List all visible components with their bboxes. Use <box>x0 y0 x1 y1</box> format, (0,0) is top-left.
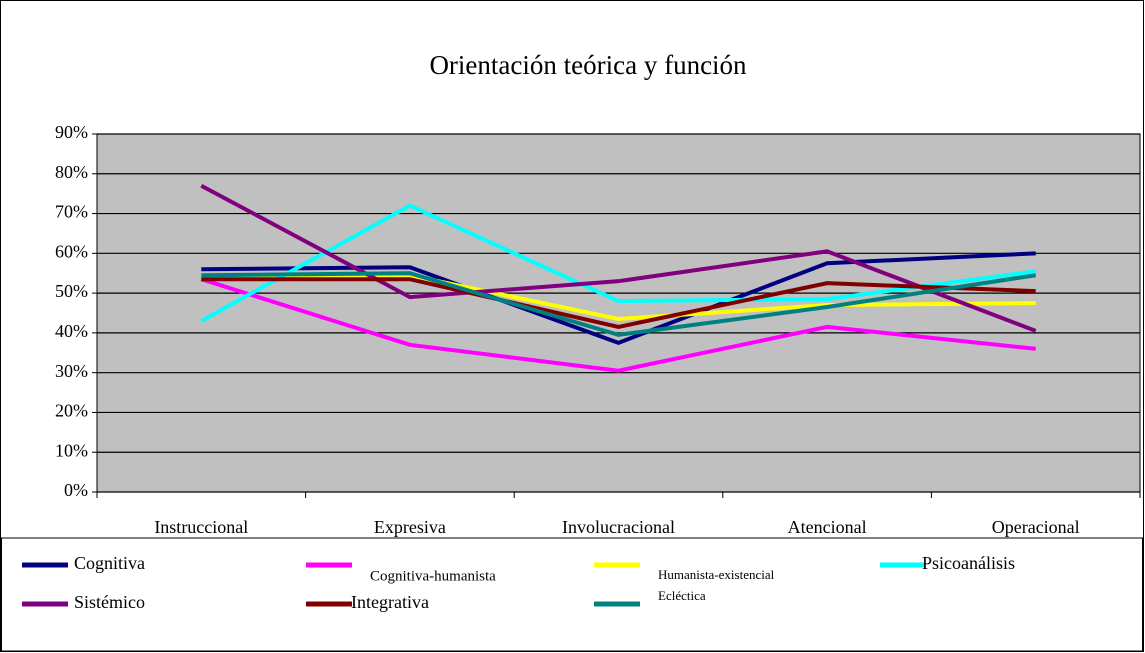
series-line <box>200 277 1036 373</box>
legend-label: Cognitiva <box>74 553 145 573</box>
y-tick-label: 60% <box>55 241 88 261</box>
x-tick-label: Atencional <box>788 517 867 537</box>
x-tick-label: Operacional <box>992 517 1080 537</box>
y-tick-label: 40% <box>55 321 88 341</box>
chart-title: Orientación teórica y función <box>429 50 747 80</box>
x-tick-label: Involucracional <box>562 517 675 537</box>
plot-area <box>96 133 1141 493</box>
x-tick-label: Expresiva <box>374 517 446 537</box>
series-line <box>201 277 1036 329</box>
legend-label: Sistémico <box>74 592 145 612</box>
y-tick-label: 90% <box>55 122 88 142</box>
y-tick-label: 20% <box>55 401 88 421</box>
y-tick-label: 10% <box>55 440 88 460</box>
series-line <box>201 271 1037 337</box>
series-line <box>201 251 1036 345</box>
legend-label: Ecléctica <box>658 588 706 603</box>
legend-label: Humanista-existencial <box>658 567 775 582</box>
y-tick-label: 0% <box>64 480 88 500</box>
legend-label: Integrativa <box>351 592 429 612</box>
legend-label: Cognitiva-humanista <box>370 568 496 584</box>
y-tick-label: 70% <box>55 202 88 222</box>
series-line <box>200 183 1037 333</box>
legend-label: Psicoanálisis <box>922 553 1015 573</box>
series-line <box>200 203 1036 323</box>
legend-box <box>1 537 1143 652</box>
y-tick-label: 80% <box>55 162 88 182</box>
y-tick-label: 30% <box>55 361 88 381</box>
y-tick-label: 50% <box>55 281 88 301</box>
x-tick-label: Instruccional <box>154 517 248 537</box>
